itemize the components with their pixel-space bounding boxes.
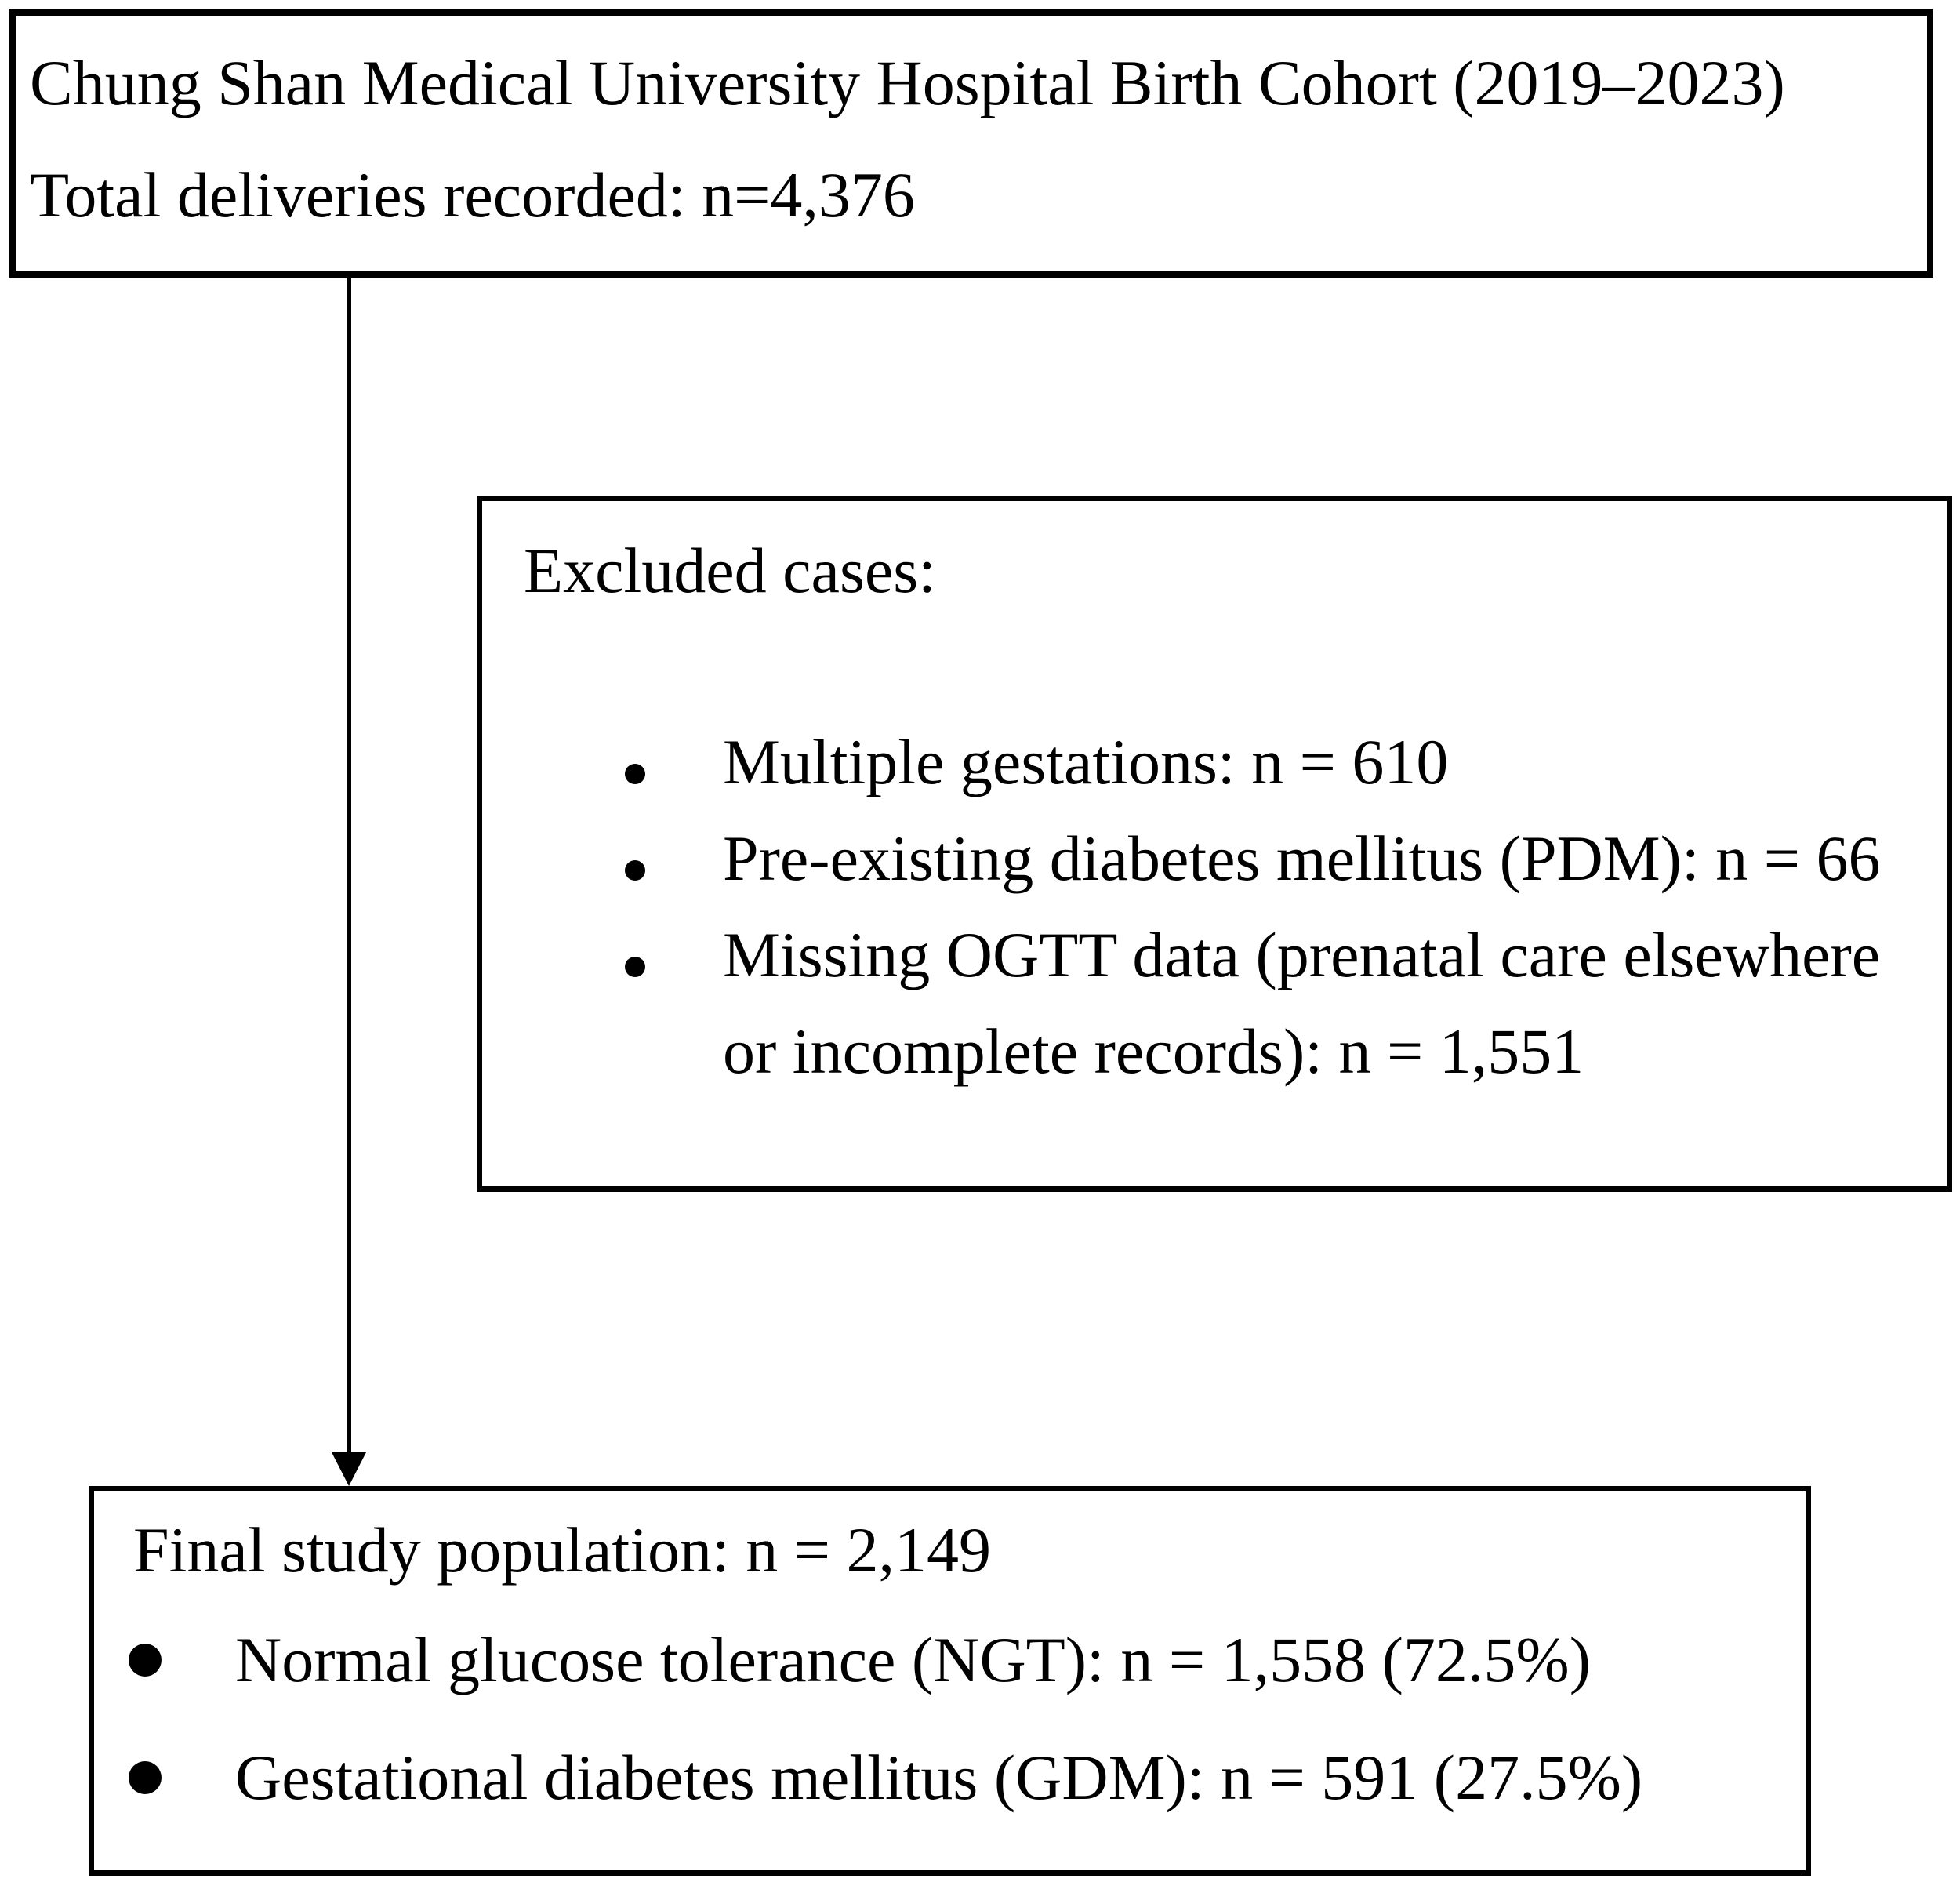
cohort-total-deliveries: Total deliveries recorded: n=4,376 [30, 159, 915, 231]
arrow-down-icon [332, 1452, 366, 1486]
filled-circle-bullet-icon [129, 1761, 162, 1794]
excluded-item-multiple-gestations: Multiple gestations: n = 610 [482, 714, 1947, 810]
flow-arrow-line [347, 277, 351, 1457]
excluded-item-text: Multiple gestations: n = 610 [723, 726, 1449, 797]
final-bullet-list: Normal glucose tolerance (NGT): n = 1,55… [94, 1601, 1806, 1837]
excluded-heading: Excluded cases: [524, 535, 936, 606]
excluded-item-text: Missing OGTT data (prenatal care elsewhe… [723, 919, 1881, 1087]
excluded-item-missing-ogtt: Missing OGTT data (prenatal care elsewhe… [482, 906, 1947, 1099]
final-item-text: Normal glucose tolerance (NGT): n = 1,55… [235, 1624, 1592, 1695]
cohort-title: Chung Shan Medical University Hospital B… [30, 47, 1785, 118]
final-box: Final study population: n = 2,149 Normal… [89, 1486, 1811, 1876]
final-item-ngt: Normal glucose tolerance (NGT): n = 1,55… [94, 1601, 1806, 1719]
final-population-line: Final study population: n = 2,149 [133, 1514, 992, 1586]
final-item-gdm: Gestational diabetes mellitus (GDM): n =… [94, 1719, 1806, 1837]
cohort-box: Chung Shan Medical University Hospital B… [9, 9, 1933, 278]
excluded-item-preexisting-dm: Pre-existing diabetes mellitus (PDM): n … [482, 810, 1947, 906]
bullet-dot-icon [625, 764, 645, 784]
bullet-dot-icon [625, 957, 645, 977]
filled-circle-bullet-icon [129, 1644, 162, 1677]
excluded-bullet-list: Multiple gestations: n = 610 Pre-existin… [482, 714, 1947, 1099]
final-item-text: Gestational diabetes mellitus (GDM): n =… [235, 1742, 1643, 1813]
excluded-box: Excluded cases: Multiple gestations: n =… [477, 496, 1952, 1192]
excluded-item-text: Pre-existing diabetes mellitus (PDM): n … [723, 823, 1881, 894]
bullet-dot-icon [625, 860, 645, 881]
